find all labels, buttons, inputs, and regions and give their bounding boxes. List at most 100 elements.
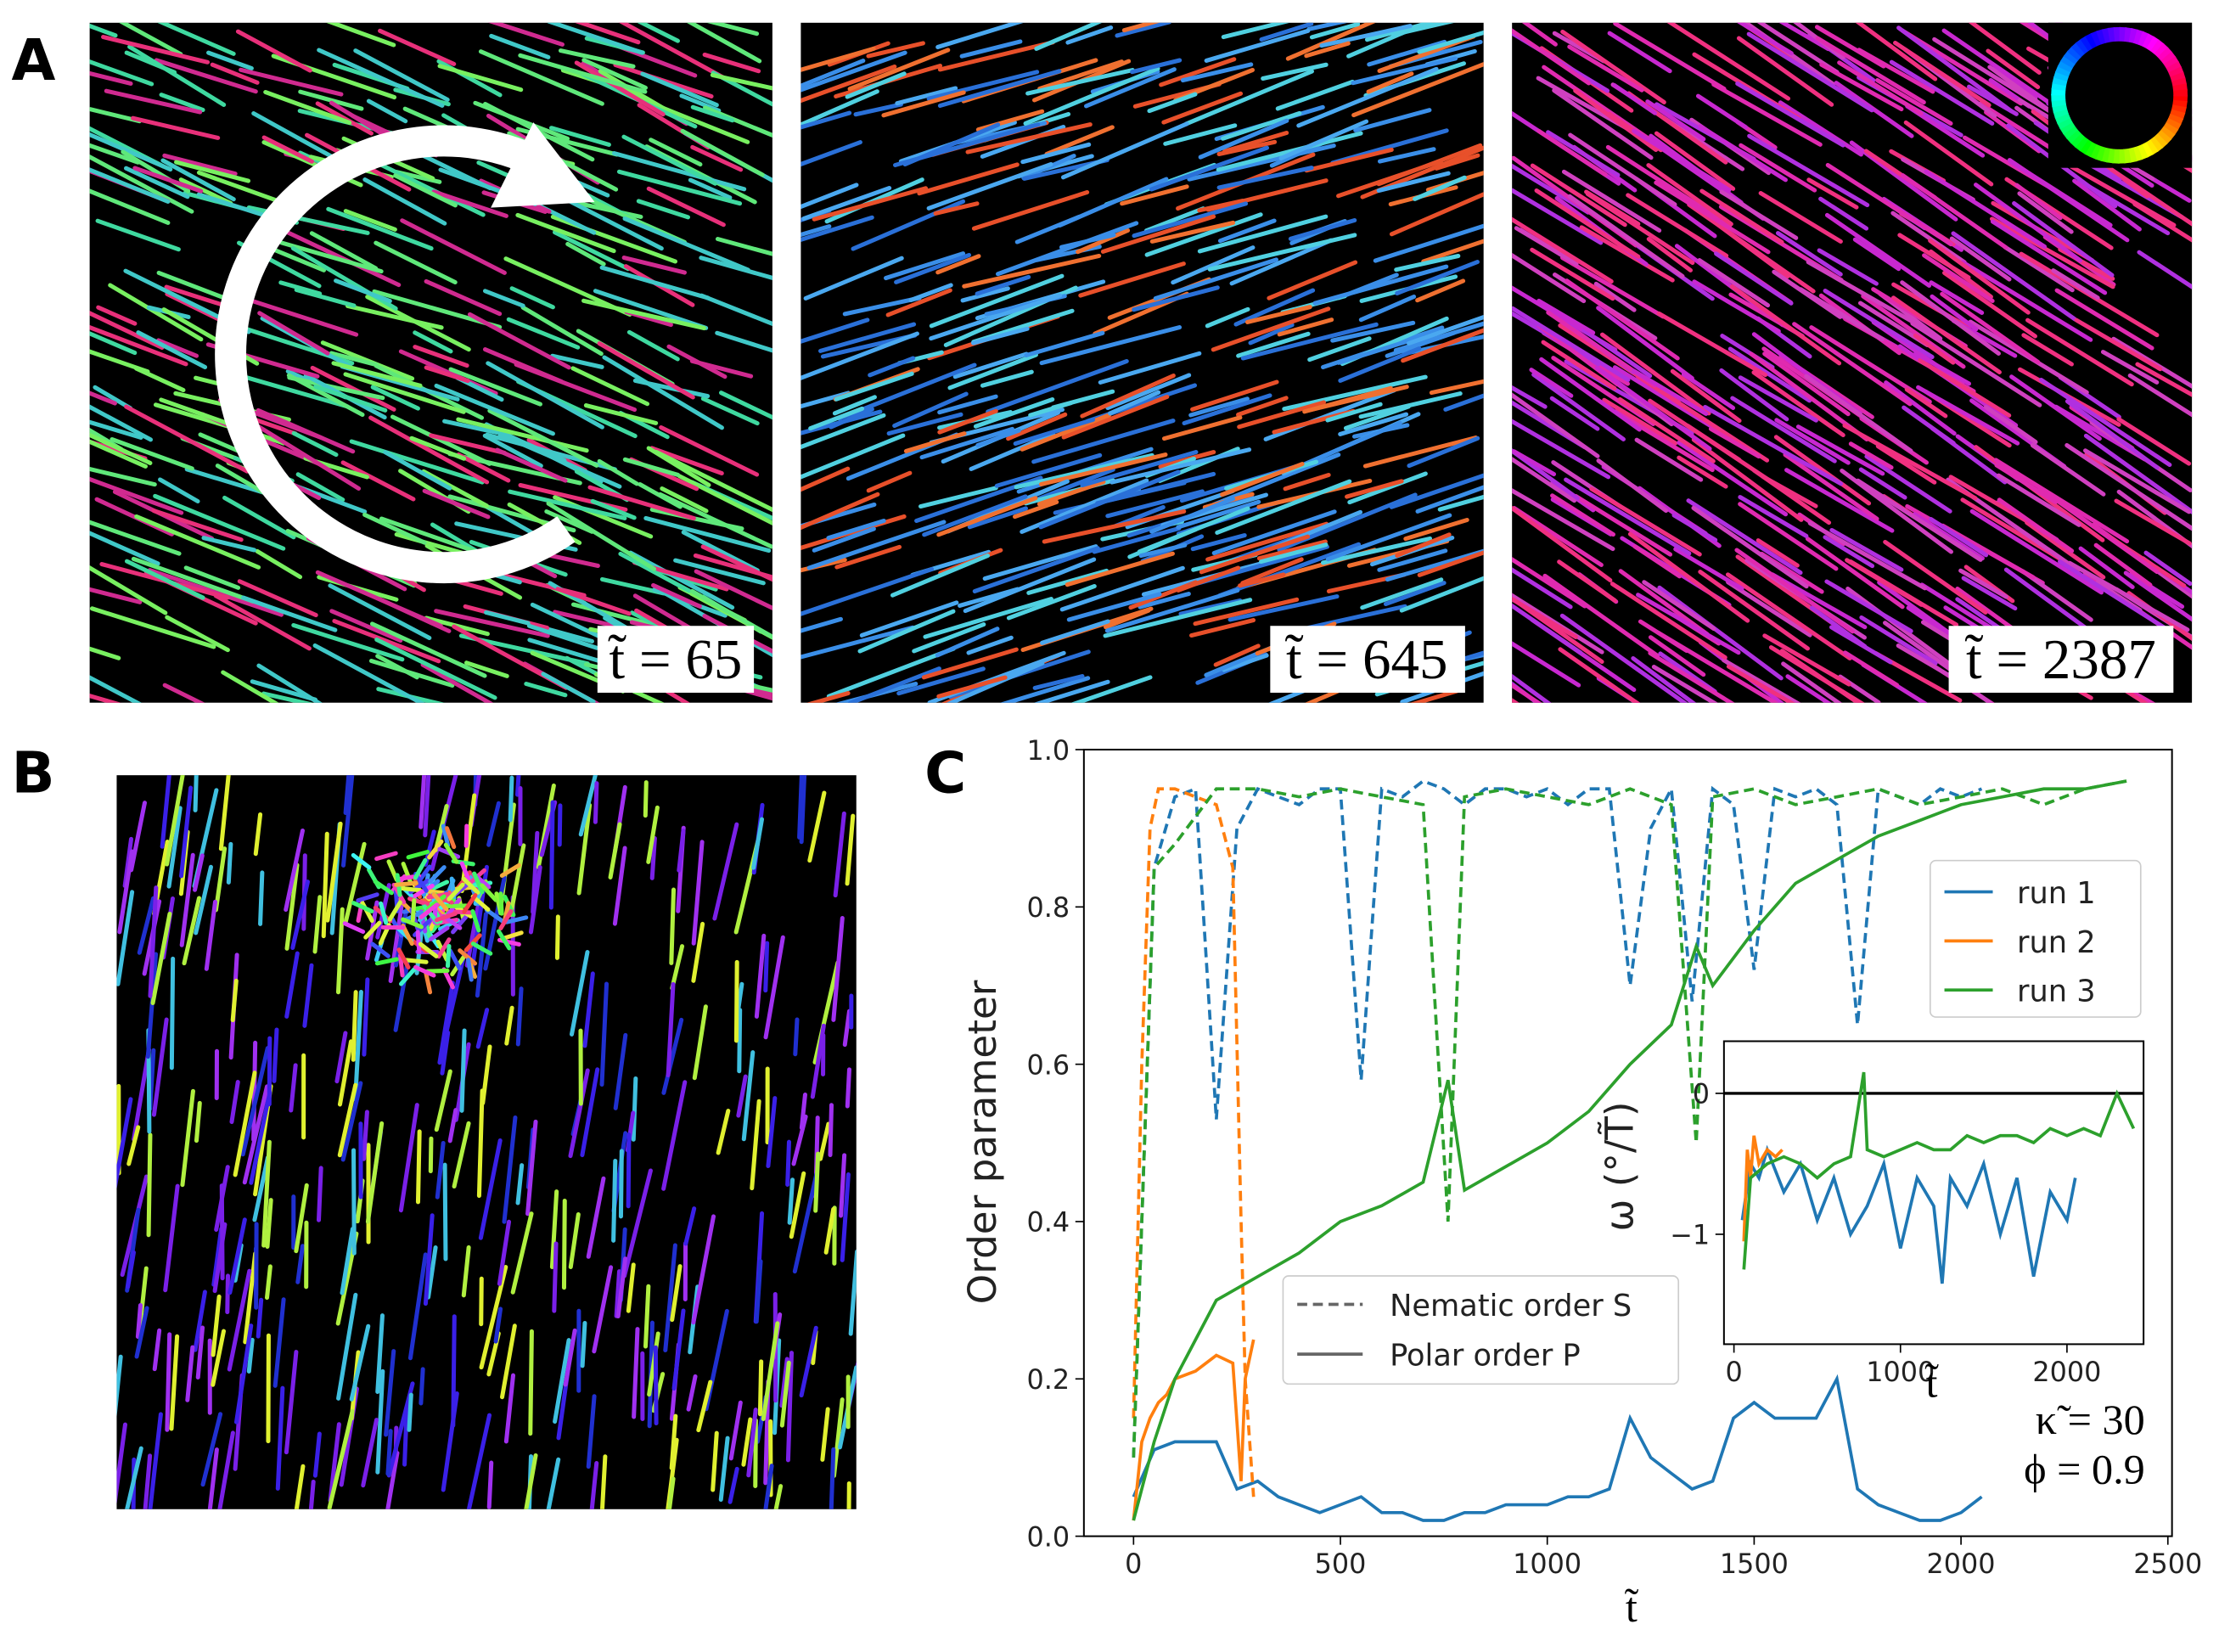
strand — [1529, 368, 1574, 398]
strand — [1084, 67, 1177, 109]
strand — [193, 853, 205, 892]
strand — [2037, 486, 2160, 575]
strand — [1666, 22, 1791, 101]
strand — [447, 1108, 458, 1143]
strand — [561, 1198, 567, 1290]
wheel-segment — [2146, 36, 2160, 52]
strand — [1044, 125, 1115, 156]
strand — [294, 1464, 306, 1509]
strand — [1221, 22, 1290, 40]
strand — [486, 361, 604, 430]
strand — [1602, 397, 1678, 446]
wheel-segment — [2172, 83, 2188, 92]
strand — [162, 683, 205, 703]
wheel-segment — [2094, 145, 2106, 161]
strand — [1259, 542, 1329, 565]
strand — [289, 1063, 298, 1113]
strand — [1649, 133, 1744, 205]
strand — [104, 88, 203, 115]
strand — [1896, 25, 2014, 114]
strand — [2109, 166, 2193, 227]
strand — [2143, 550, 2193, 587]
strand — [356, 892, 379, 903]
strand — [1443, 393, 1484, 412]
wheel-segment — [2100, 147, 2110, 163]
arrow-head — [491, 122, 595, 208]
strand — [351, 1148, 357, 1256]
strand — [1986, 48, 2041, 90]
strand — [434, 383, 555, 436]
strand — [1631, 368, 1709, 416]
strand — [349, 439, 485, 485]
strand — [638, 481, 683, 509]
strand — [180, 1088, 195, 1188]
strand — [613, 1032, 628, 1110]
strand — [1549, 396, 1600, 431]
strand — [793, 1017, 800, 1057]
strand — [89, 606, 216, 649]
strand — [437, 64, 524, 93]
strand — [1746, 31, 1874, 113]
strand — [820, 1407, 830, 1462]
strand — [622, 457, 681, 477]
wheel-bg — [2048, 22, 2193, 168]
strand — [1889, 59, 1995, 126]
strand — [96, 305, 138, 326]
strand — [89, 188, 171, 225]
strand — [326, 206, 434, 251]
strand — [1410, 688, 1459, 703]
strand — [479, 1264, 508, 1370]
strand — [2116, 417, 2192, 466]
strand — [1913, 351, 1972, 386]
strand — [834, 544, 902, 570]
strand — [169, 956, 176, 1070]
strand — [1159, 57, 1237, 87]
strand — [696, 1379, 713, 1433]
strand — [801, 64, 897, 104]
strand — [194, 1100, 202, 1143]
strand — [565, 241, 606, 267]
strand — [1627, 531, 1750, 623]
strand — [1605, 144, 1733, 228]
strand — [376, 687, 445, 703]
wheel-segment — [2062, 125, 2078, 139]
strand — [340, 1081, 363, 1162]
strand — [153, 493, 286, 551]
annotation: ϕ = 0.9 — [2024, 1446, 2145, 1493]
strand — [123, 166, 190, 199]
strand — [508, 489, 627, 520]
strand — [649, 446, 724, 476]
strand — [1389, 473, 1484, 509]
strand — [649, 507, 744, 531]
strand — [847, 48, 951, 92]
strand — [136, 330, 208, 370]
strand — [1636, 593, 1741, 655]
wheel-segment — [2150, 39, 2165, 55]
wheel-segment — [2057, 117, 2073, 130]
strand — [2100, 350, 2160, 385]
strand — [994, 452, 1103, 488]
strand — [1646, 237, 1693, 273]
strand — [1351, 62, 1484, 118]
strand — [375, 1313, 385, 1395]
strand — [1070, 675, 1153, 703]
strand — [1059, 233, 1116, 250]
strand — [1198, 118, 1289, 160]
strand — [528, 865, 542, 935]
strand — [2072, 178, 2142, 232]
strand — [1277, 317, 1334, 337]
strand — [1358, 391, 1463, 419]
strand — [681, 530, 760, 573]
strand — [1512, 683, 1542, 703]
strand — [658, 492, 772, 549]
wheel-segment — [2070, 42, 2086, 58]
strand — [2021, 333, 2074, 367]
wheel-segment — [2154, 42, 2169, 59]
strand — [461, 876, 480, 895]
wheel-segment — [2141, 142, 2154, 158]
strand — [515, 775, 521, 797]
strand — [1940, 291, 2041, 365]
strand — [666, 1476, 676, 1509]
strand — [996, 221, 1139, 277]
strand — [801, 89, 879, 127]
